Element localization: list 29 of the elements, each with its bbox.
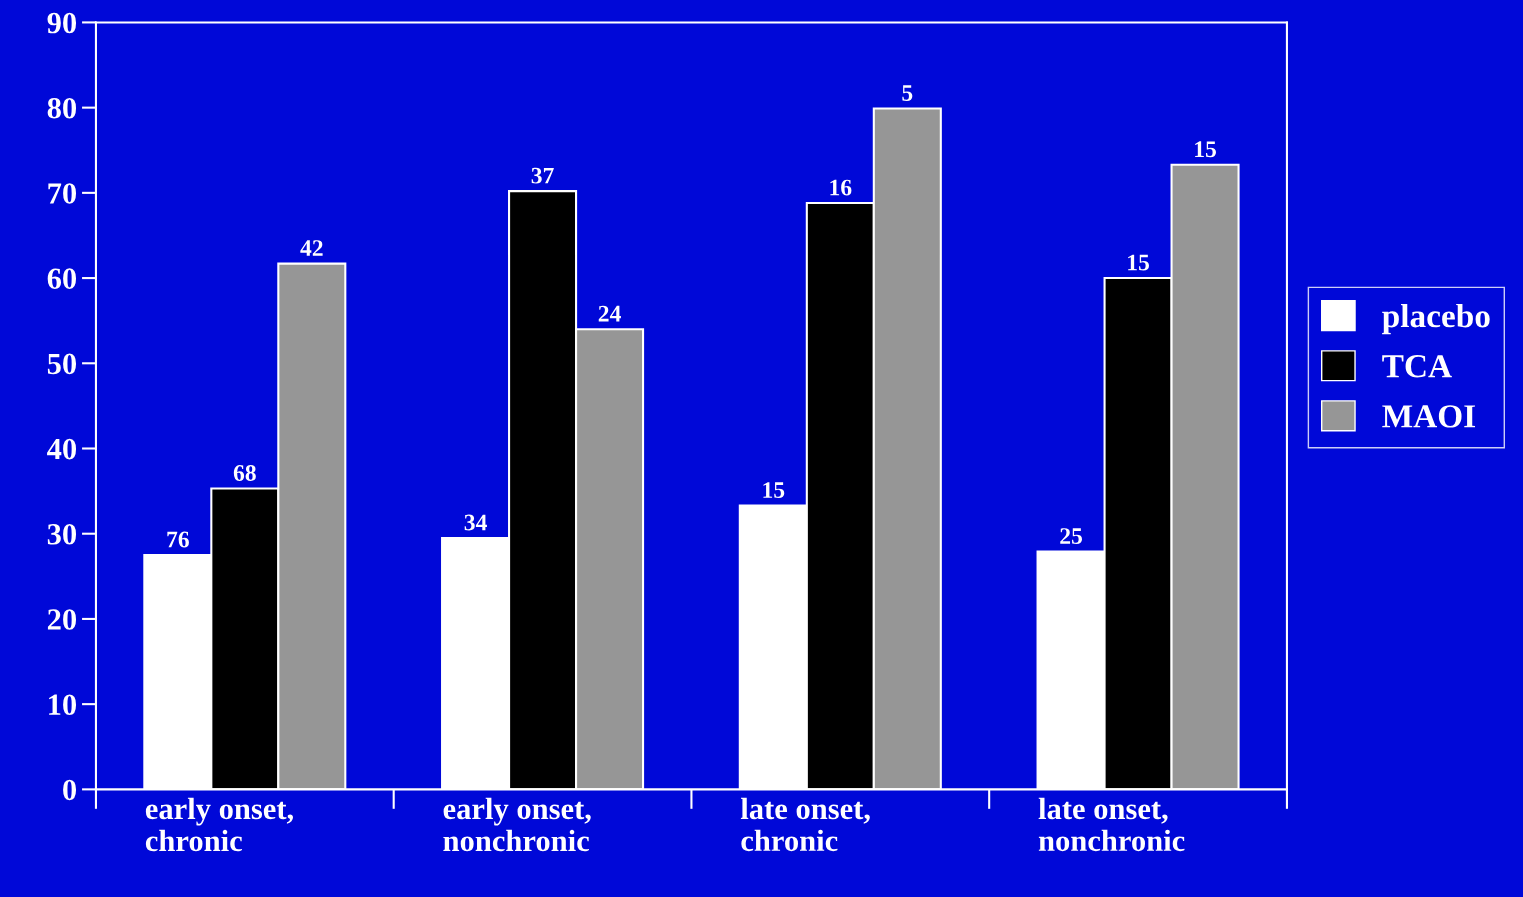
annotation: 68 bbox=[233, 465, 256, 481]
y-tick-label: 50 bbox=[47, 353, 77, 375]
annotation: 16 bbox=[830, 179, 852, 196]
y-tick-label: 90 bbox=[47, 12, 77, 34]
y-tick-label: 80 bbox=[47, 97, 77, 119]
y-tick-label: 60 bbox=[47, 268, 77, 289]
annotation: 15 bbox=[1128, 254, 1149, 271]
y-tick-label: 70 bbox=[48, 183, 77, 204]
annotation: 15 bbox=[763, 482, 785, 499]
annotation: 5 bbox=[902, 85, 913, 101]
x-tick-label: late onset, chronic bbox=[740, 797, 870, 852]
legend-label: placebo bbox=[1382, 303, 1490, 335]
y-tick-label: 20 bbox=[47, 609, 77, 630]
annotation: 42 bbox=[300, 240, 323, 256]
y-tick-label: 30 bbox=[47, 524, 77, 545]
y-tick-label: 10 bbox=[49, 694, 77, 716]
x-tick-label: early onset, chronic bbox=[145, 797, 293, 852]
annotation: 34 bbox=[464, 514, 487, 531]
legend-label: MAOI bbox=[1382, 405, 1476, 428]
annotation: 24 bbox=[598, 305, 621, 322]
x-tick-label: early onset, nonchronic bbox=[443, 797, 591, 852]
x-tick-label: late onset, nonchronic bbox=[1038, 797, 1185, 852]
annotation: 76 bbox=[167, 531, 189, 548]
annotation: 15 bbox=[1195, 141, 1216, 158]
y-tick-label: 0 bbox=[63, 779, 77, 801]
y-tick-label: 40 bbox=[47, 438, 77, 460]
annotation: 25 bbox=[1060, 528, 1083, 545]
annotation: 37 bbox=[531, 167, 554, 184]
legend-label: TCA bbox=[1382, 355, 1452, 378]
